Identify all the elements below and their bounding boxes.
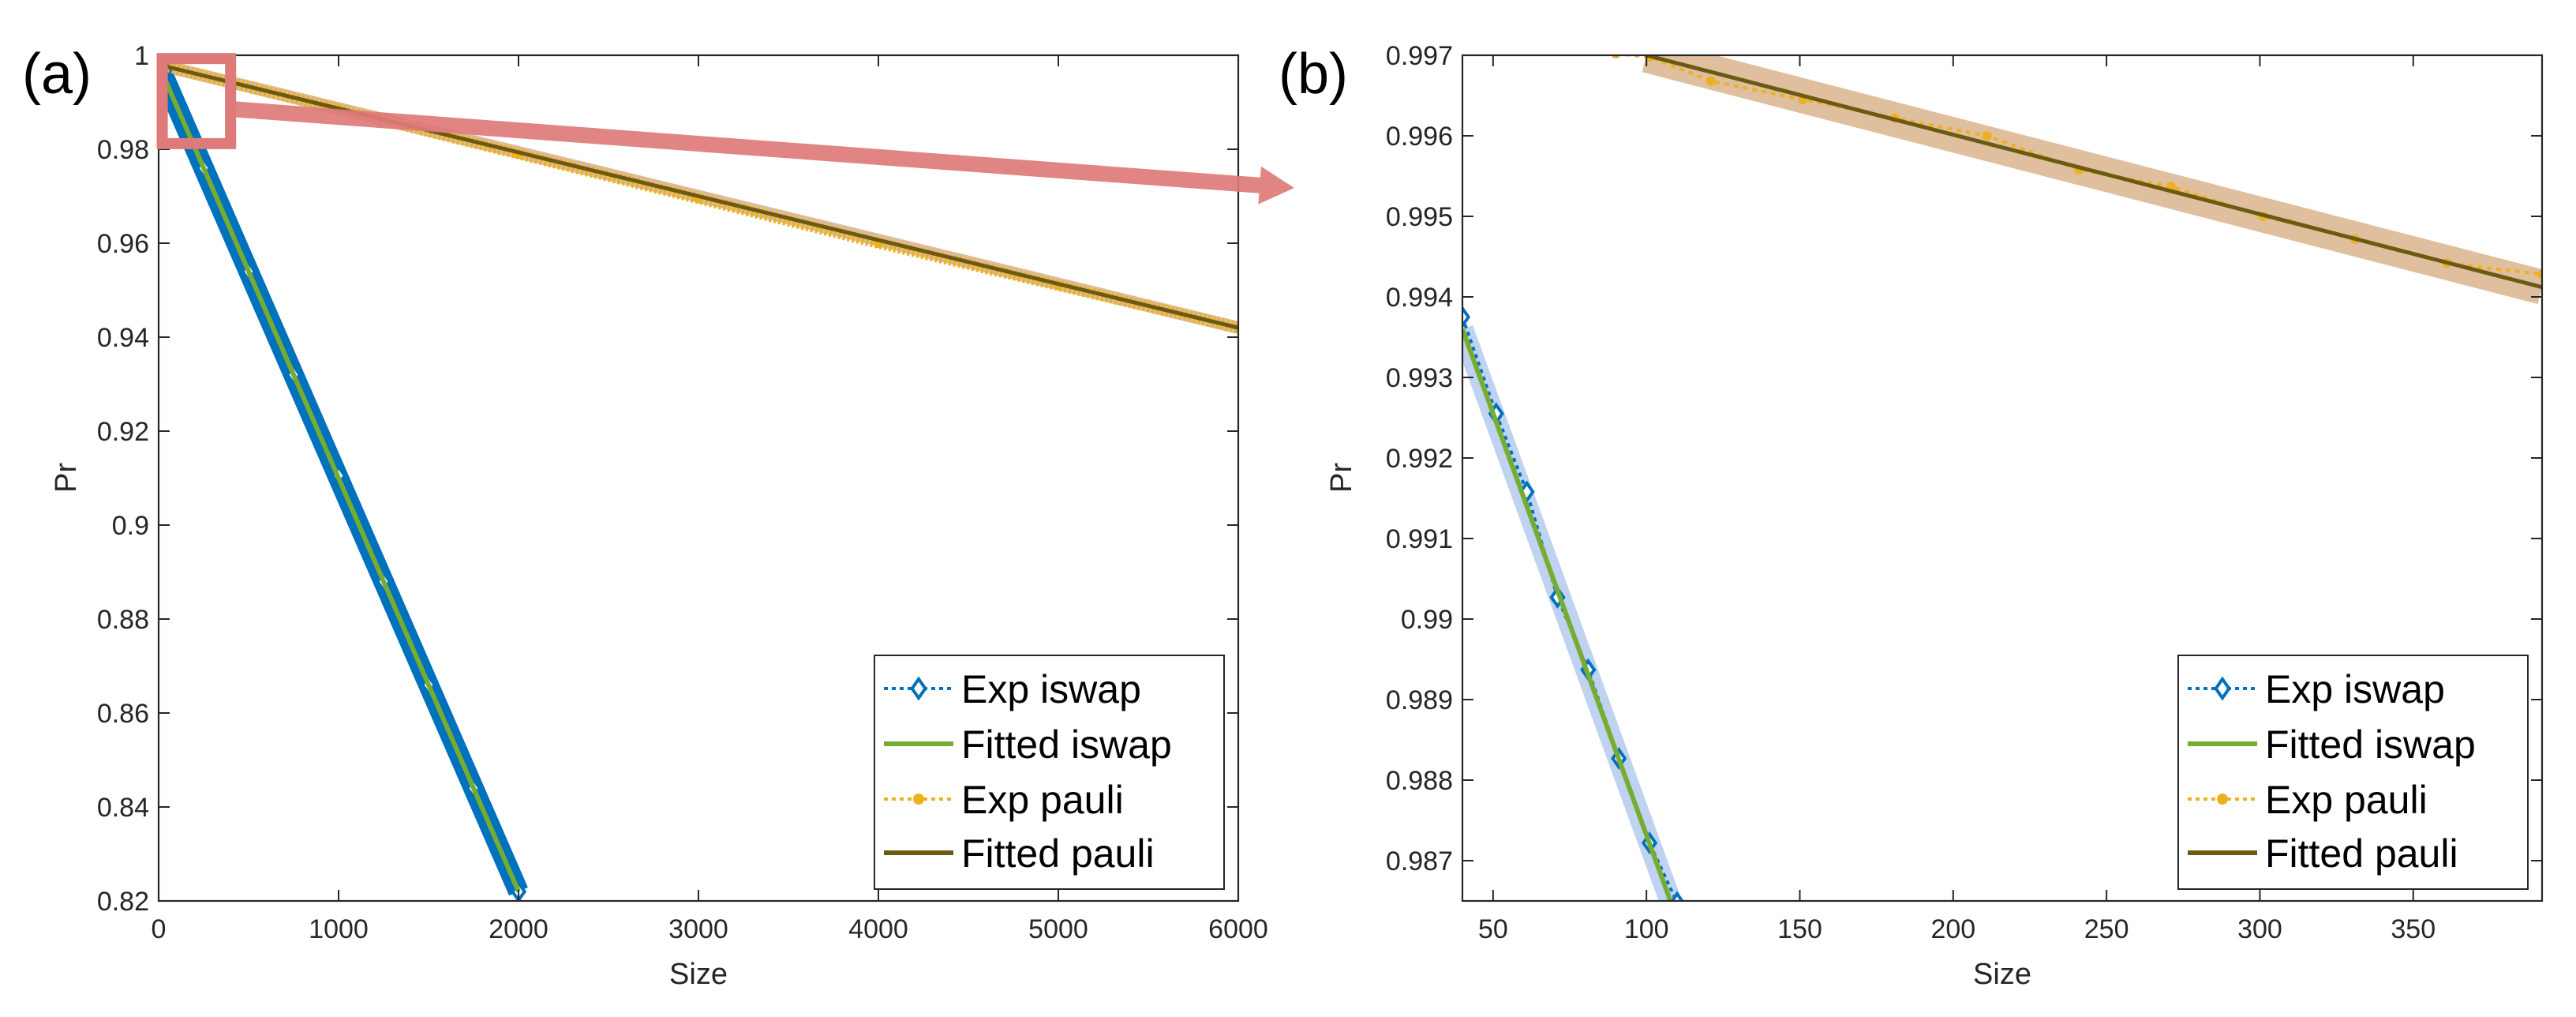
y-tick-label: 0.94 — [97, 323, 149, 353]
y-tick-label: 0.88 — [97, 605, 149, 635]
y-tick-label: 0.987 — [1386, 846, 1453, 876]
y-tick-label: 0.988 — [1386, 766, 1453, 796]
y-tick-label: 0.995 — [1386, 202, 1453, 232]
exp-iswap-point — [1462, 306, 1471, 328]
series-fitted-iswap — [159, 63, 521, 893]
y-tick-label: 0.992 — [1386, 444, 1453, 474]
legend-marker-dot — [913, 794, 924, 805]
exp-pauli-point — [1611, 55, 1620, 58]
exp-pauli-point — [2537, 269, 2542, 280]
x-tick-label: 4000 — [848, 914, 908, 944]
series-fitted-pauli — [159, 62, 1238, 330]
y-tick-label: 0.86 — [97, 699, 149, 729]
y-tick-label: 0.92 — [97, 417, 149, 447]
legend-box — [2177, 655, 2529, 890]
exp-pauli-point — [1982, 131, 1992, 141]
legend-label: Exp iswap — [961, 667, 1141, 711]
legend-box — [874, 655, 1225, 890]
y-tick-label: 0.9 — [112, 511, 149, 541]
y-tick-label: 0.96 — [97, 229, 149, 259]
legend-label: Exp iswap — [2265, 667, 2445, 711]
legend-label: Exp pauli — [2265, 778, 2428, 822]
axes-box-b — [1461, 54, 2544, 903]
x-tick-label: 2000 — [489, 914, 549, 944]
legend-label: Fitted pauli — [961, 831, 1155, 876]
y-tick-label: 0.989 — [1386, 685, 1453, 715]
zoom-arrow — [230, 101, 1295, 205]
series-fitted-iswap — [1462, 328, 1673, 901]
zoom-arrow-shape — [230, 101, 1295, 205]
panel-label-b: (b) — [1279, 43, 1348, 106]
x-tick-label: 100 — [1624, 914, 1669, 944]
x-tick-label: 200 — [1930, 914, 1975, 944]
y-tick-label: 0.98 — [97, 135, 149, 165]
series-fitted-pauli — [1646, 55, 2542, 290]
legend-marker-diamond — [910, 676, 927, 701]
y-tick-label: 0.993 — [1386, 363, 1453, 393]
y-tick-label: 0.82 — [97, 887, 149, 917]
zoom-box — [156, 53, 237, 149]
legend-label: Fitted iswap — [2265, 722, 2476, 767]
x-tick-label: 0 — [152, 914, 167, 944]
x-tick-label: 6000 — [1208, 914, 1268, 944]
exp-iswap-point — [1670, 891, 1684, 901]
x-axis-label-b: Size — [1973, 958, 2031, 991]
y-tick-label: 0.996 — [1386, 122, 1453, 152]
y-tick-label: 0.99 — [1401, 605, 1453, 635]
x-tick-label: 300 — [2237, 914, 2282, 944]
y-tick-label: 0.994 — [1386, 283, 1453, 313]
panel-b: 50 100 150 200 250 300 350 0.987 0.988 0.989 0.99 0… — [1325, 41, 2544, 991]
x-tick-label: 1000 — [309, 914, 369, 944]
x-tick-label: 50 — [1478, 914, 1508, 944]
exp-pauli-point — [1705, 76, 1716, 86]
x-tick-label: 150 — [1777, 914, 1822, 944]
y-axis-label-a: Pr — [50, 463, 83, 493]
legend-marker-dot — [2217, 794, 2228, 805]
y-tick-label: 1 — [134, 41, 149, 71]
legend-label: Fitted iswap — [961, 722, 1172, 767]
panel-a: 0 1000 2000 3000 4000 5000 6000 0.82 0.84 0.86 0.8… — [50, 41, 1295, 991]
x-axis-label-a: Size — [669, 958, 728, 991]
y-tick-label: 0.991 — [1386, 524, 1453, 554]
x-tick-label: 250 — [2084, 914, 2129, 944]
x-tick-label: 350 — [2391, 914, 2436, 944]
x-tick-label: 3000 — [668, 914, 728, 944]
y-axis-label-b: Pr — [1325, 463, 1358, 493]
y-tick-label: 0.997 — [1386, 41, 1453, 71]
legend-label: Fitted pauli — [2265, 831, 2458, 876]
y-tick-label: 0.84 — [97, 793, 149, 823]
x-tick-label: 5000 — [1028, 914, 1088, 944]
legend-marker-diamond — [2214, 676, 2231, 701]
panel-label-a: (a) — [22, 43, 92, 106]
legend-label: Exp pauli — [961, 778, 1124, 822]
